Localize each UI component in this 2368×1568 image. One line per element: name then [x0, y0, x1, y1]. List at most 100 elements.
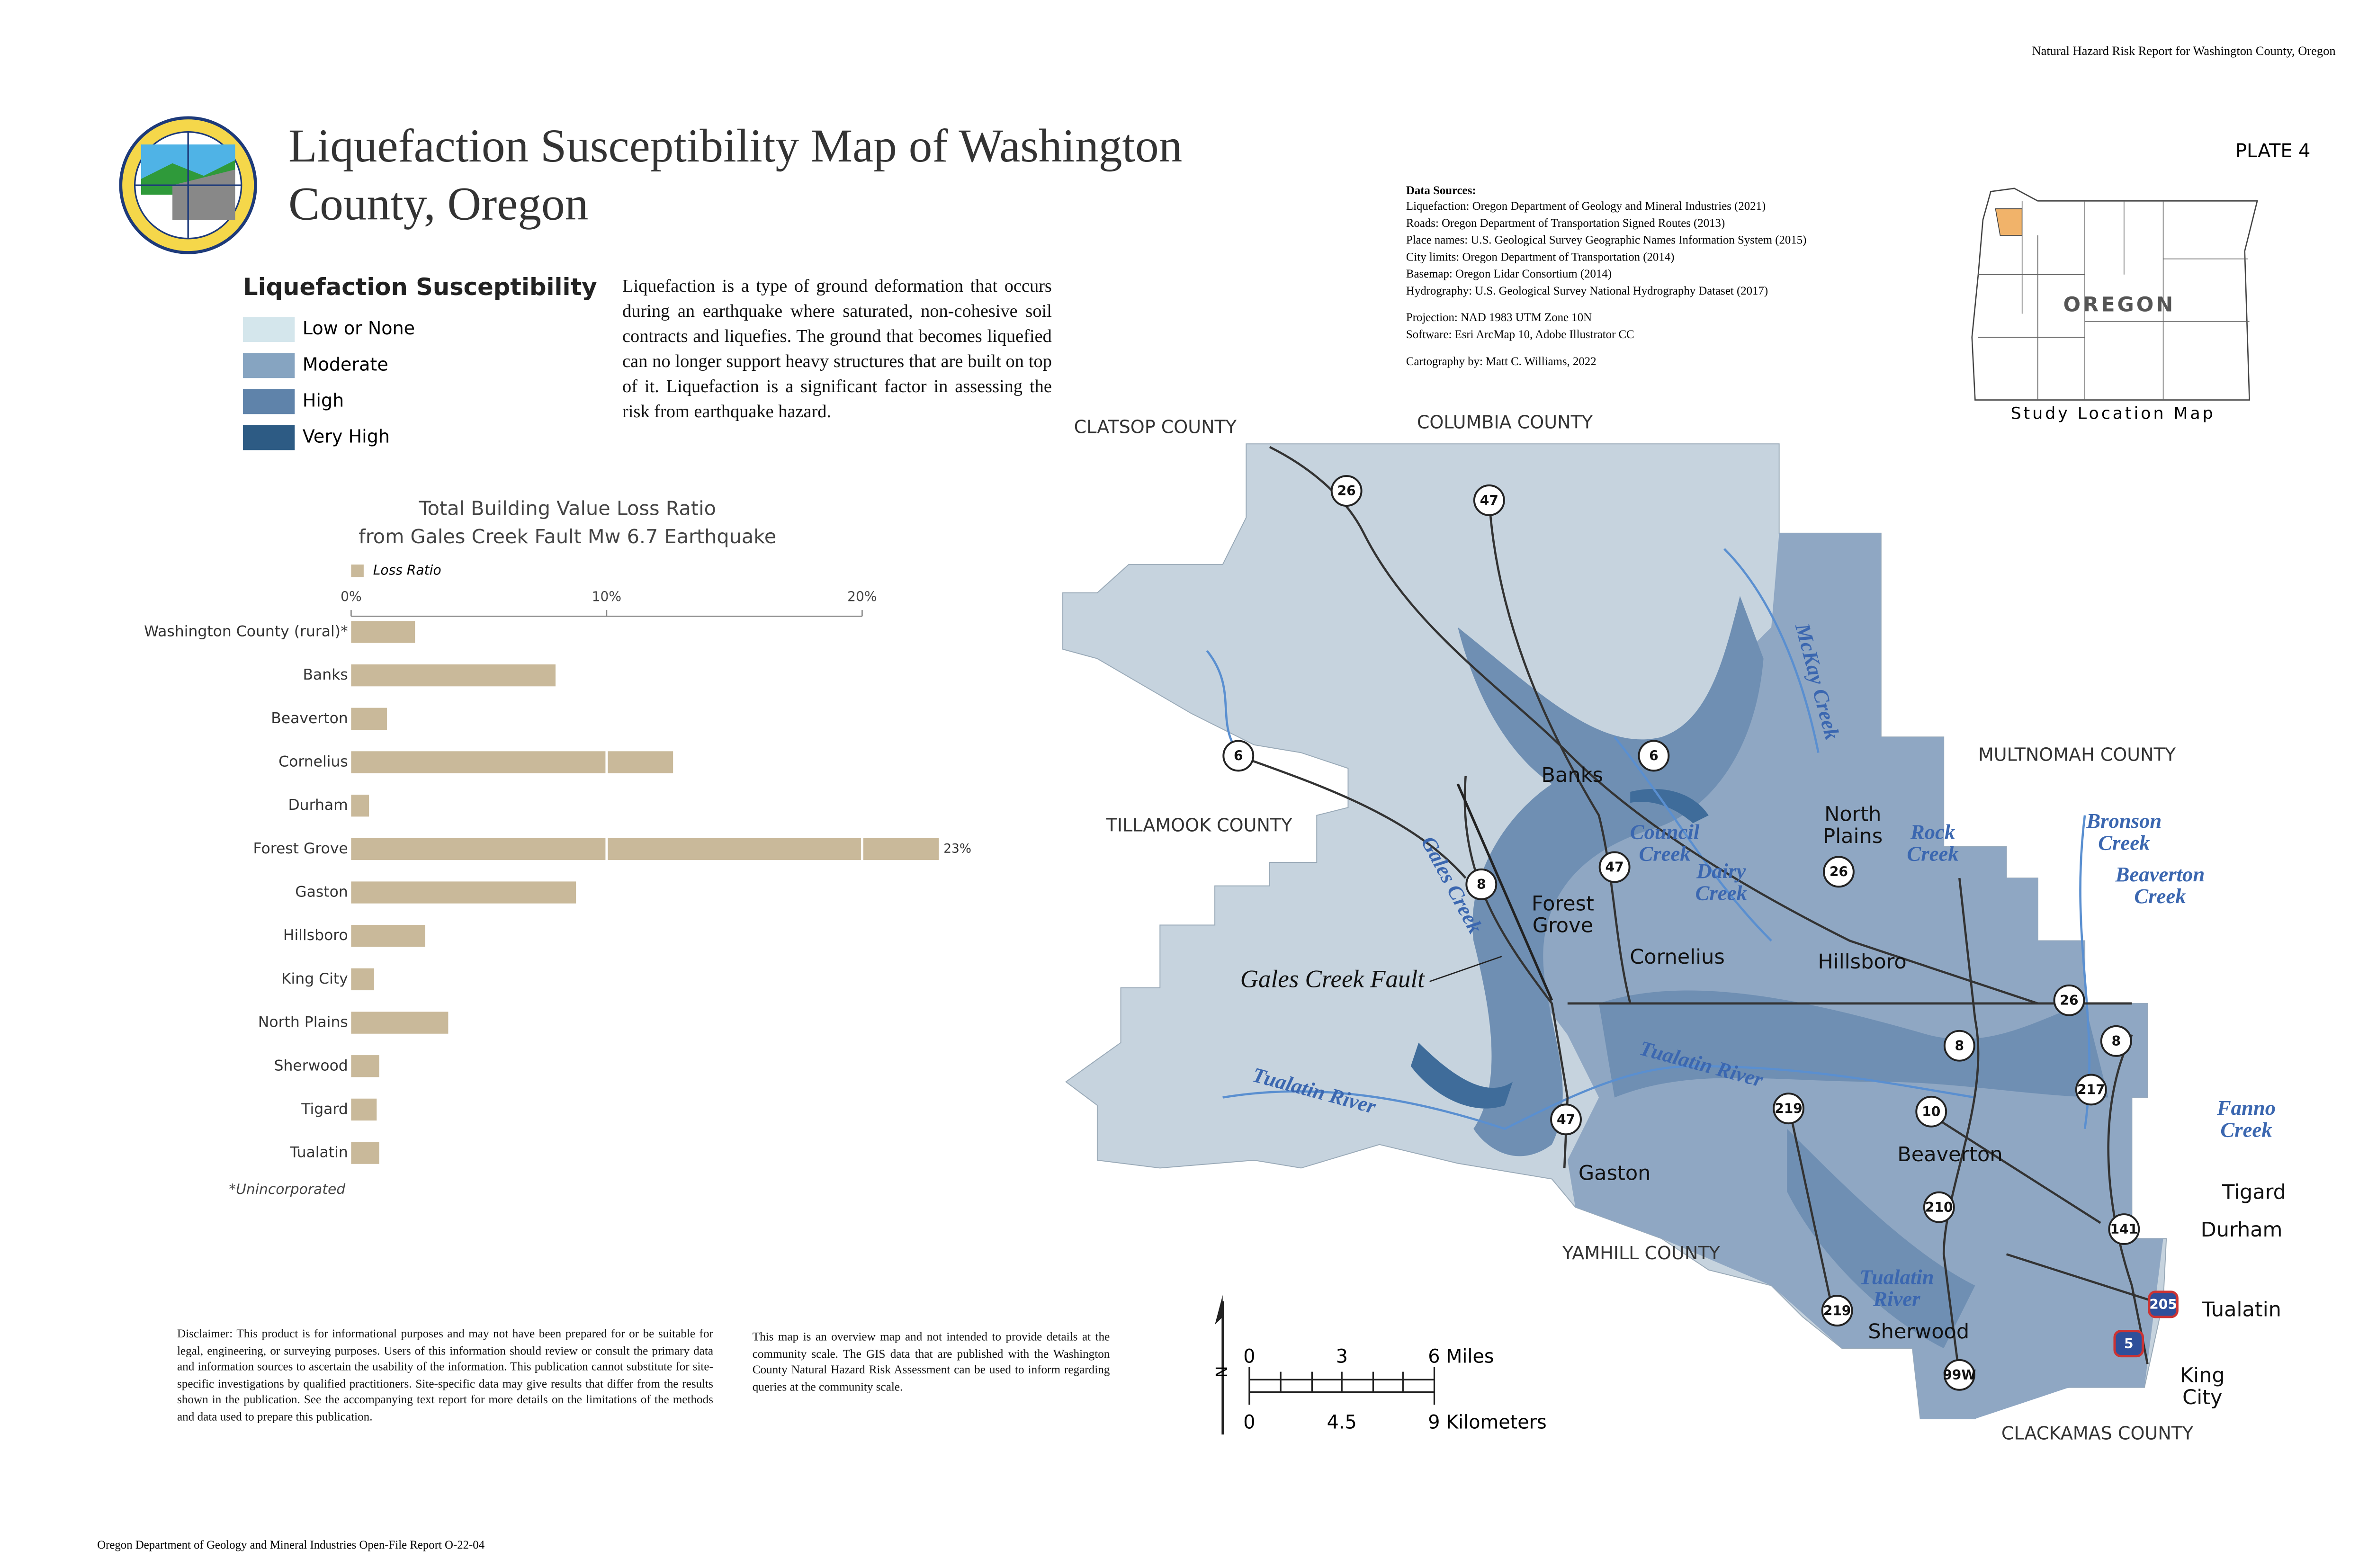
place-label-line: King — [2180, 1363, 2225, 1387]
place-label-line: Banks — [1542, 763, 1603, 787]
legend-label: High — [303, 390, 344, 411]
county-label: MULTNOMAH COUNTY — [1978, 744, 2176, 765]
place-label: Tualatin — [2201, 1298, 2281, 1321]
water-label-line: Creek — [1695, 881, 1747, 905]
water-label: Council Creek — [1630, 820, 1700, 866]
water-label-line: Rock — [1910, 820, 1955, 844]
chart-title: Total Building Value Loss Ratio — [418, 497, 716, 520]
scale-miles-label: 6 Miles — [1428, 1345, 1494, 1367]
projection-line: Software: Esri ArcMap 10, Adobe Illustra… — [1406, 328, 1634, 341]
place-label-line: Cornelius — [1630, 945, 1725, 968]
locator-map — [1971, 188, 2258, 401]
place-label: Hillsboro — [1818, 950, 1906, 973]
route-number: 219 — [1775, 1101, 1803, 1116]
category-label: Hillsboro — [283, 927, 348, 944]
source-line: Roads: Oregon Department of Transportati… — [1406, 217, 1725, 230]
category-label: King City — [281, 970, 348, 987]
route-shield — [1598, 851, 1631, 883]
place-label-line: Plains — [1823, 824, 1883, 848]
source-line: Place names: U.S. Geological Survey Geog… — [1406, 234, 1807, 247]
scale-labels: 0 3 6 Miles 0 4.5 9 Kilometers N — [1212, 1345, 1546, 1433]
description-box: Liquefaction is a type of ground deforma… — [622, 276, 1052, 422]
description: Liquefaction is a type of ground deforma… — [622, 276, 1052, 422]
water-label: Bronson Creek — [2086, 809, 2162, 854]
route-number: 141 — [2110, 1221, 2138, 1237]
category-label: Washington County (rural)* — [144, 623, 348, 640]
route-number: 99W — [1943, 1367, 1976, 1383]
place-label: King City — [2180, 1363, 2225, 1409]
route-number: 217 — [2077, 1082, 2105, 1098]
title-line: Liquefaction Susceptibility Map of Washi… — [288, 120, 1182, 172]
category-label: Tigard — [301, 1101, 348, 1118]
sources-heading: Data Sources: — [1406, 184, 1476, 197]
place-label-line: North — [1824, 802, 1881, 826]
bar — [351, 664, 556, 687]
bar — [351, 968, 374, 991]
place-label-line: Tigard — [2222, 1180, 2286, 1204]
bar — [351, 881, 576, 904]
water-label: Beaverton Creek — [2115, 862, 2205, 908]
route-shield — [1943, 1030, 1975, 1062]
route-shield — [2108, 1213, 2140, 1245]
data-sources: Liquefaction: Oregon Department of Geolo… — [1406, 200, 1807, 341]
disclaimer-box: Disclaimer: This product is for informat… — [177, 1326, 713, 1424]
scale-miles-label: 3 — [1336, 1345, 1348, 1367]
route-shield — [1923, 1191, 1955, 1223]
route-number: 26 — [1830, 864, 1848, 880]
water-label: Fanno Creek — [2216, 1096, 2276, 1141]
route-number: 6 — [1649, 748, 1659, 764]
value-label: 23% — [943, 841, 971, 856]
route-shield — [1821, 1295, 1853, 1327]
county-label: YAMHILL COUNTY — [1562, 1243, 1721, 1263]
bar — [351, 1142, 379, 1164]
legend-label: Loss Ratio — [373, 562, 441, 578]
water-label: Rock Creek — [1907, 820, 1958, 866]
water-label-line: Creek — [2220, 1118, 2272, 1142]
route-number: 8 — [1477, 877, 1486, 892]
source-line: Hydrography: U.S. Geological Survey Nati… — [1406, 285, 1768, 297]
route-number: 205 — [2149, 1297, 2177, 1312]
bar — [351, 751, 673, 773]
county-label: CLATSOP COUNTY — [1074, 417, 1237, 438]
locator-caption: Study Location Map — [2011, 404, 2216, 423]
chart-title: from Gales Creek Fault Mw 6.7 Earthquake — [359, 525, 776, 548]
bar — [351, 1098, 377, 1121]
scale-km-label: 4.5 — [1327, 1411, 1357, 1433]
bar — [351, 1055, 379, 1077]
route-shield — [1915, 1095, 1947, 1128]
overview-note: This map is an overview map and not inte… — [752, 1329, 1110, 1394]
scale-miles-label: 0 — [1243, 1345, 1255, 1367]
logo — [119, 116, 257, 254]
place-label: North Plains — [1823, 802, 1883, 848]
county-label: TILLAMOOK COUNTY — [1106, 815, 1293, 835]
legend-swatch — [351, 564, 364, 577]
source-line: Basemap: Oregon Lidar Consortium (2014) — [1406, 268, 1612, 280]
place-label-line: Tualatin — [2201, 1298, 2281, 1321]
place-label: Sherwood — [1868, 1319, 1969, 1343]
place-label-line: City — [2182, 1385, 2222, 1409]
category-label: Banks — [303, 666, 348, 683]
category-label: Tualatin — [289, 1144, 348, 1161]
north-label: N — [1212, 1366, 1231, 1378]
route-number: 5 — [2124, 1336, 2134, 1352]
county-label: CLACKAMAS COUNTY — [2001, 1423, 2194, 1444]
disclaimer: Disclaimer: This product is for informat… — [177, 1326, 713, 1424]
route-shield — [2148, 1290, 2179, 1318]
scale-km-label: 9 Kilometers — [1428, 1411, 1546, 1433]
legend-title: Liquefaction Susceptibility — [243, 273, 597, 301]
water-label-line: Bronson — [2086, 809, 2162, 833]
legend-label: Low or None — [303, 318, 415, 339]
place-label-line: Beaverton — [1897, 1142, 2002, 1166]
category-label: Beaverton — [271, 710, 348, 727]
cartography: Cartography by: Matt C. Williams, 2022 — [1406, 355, 1597, 368]
water-label-line: Creek — [2134, 884, 2186, 908]
place-label: Cornelius — [1630, 945, 1725, 968]
route-number: 219 — [1823, 1303, 1851, 1318]
water-label: Tualatin River — [1859, 1265, 1934, 1311]
route-shield — [2075, 1074, 2107, 1106]
water-label-line: Creek — [1639, 842, 1690, 866]
category-label: North Plains — [258, 1014, 348, 1031]
bar — [351, 838, 939, 860]
plate-label: PLATE 4 — [2235, 140, 2310, 162]
